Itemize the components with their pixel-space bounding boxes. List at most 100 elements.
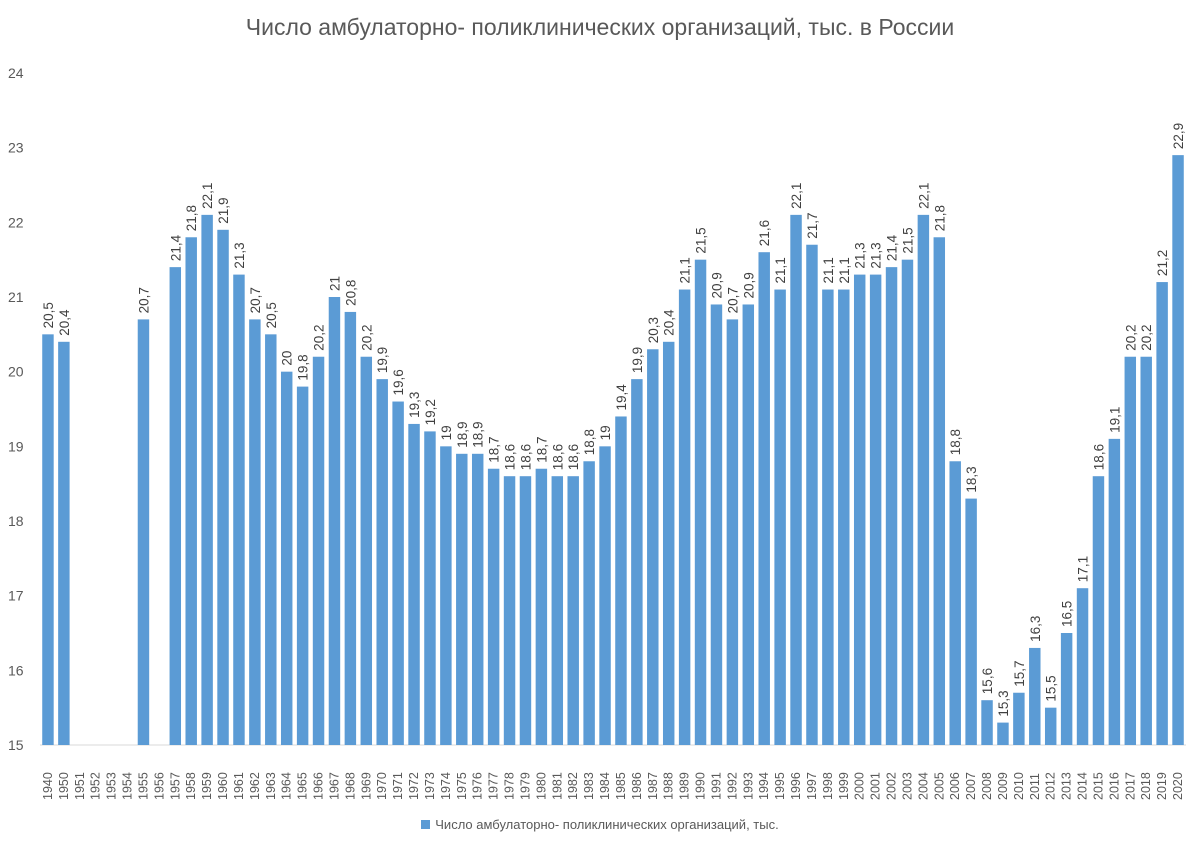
x-tick-label: 1963 — [264, 772, 278, 800]
bar — [1060, 633, 1073, 745]
bar — [647, 349, 659, 745]
bar — [853, 274, 866, 745]
bar — [885, 267, 898, 745]
data-label: 18,6 — [518, 444, 533, 470]
x-tick-label: 1961 — [232, 772, 246, 800]
x-tick-label: 1978 — [503, 772, 517, 800]
bar — [806, 244, 818, 745]
data-label: 19,3 — [407, 392, 422, 418]
y-tick-label: 18 — [8, 513, 24, 529]
data-label: 19,4 — [614, 384, 629, 411]
data-label: 21,5 — [900, 227, 915, 253]
bar — [1076, 588, 1089, 745]
data-label: 19,2 — [423, 399, 438, 425]
legend-swatch — [421, 820, 431, 829]
x-tick-label: 2007 — [964, 772, 978, 800]
data-label: 21,3 — [232, 242, 247, 268]
data-label: 18,3 — [964, 466, 979, 492]
x-tick-label: 1995 — [773, 772, 787, 800]
x-tick-label: 1966 — [312, 772, 326, 800]
x-tick-label: 2005 — [932, 772, 946, 800]
data-label: 18,9 — [471, 422, 486, 448]
x-tick-label: 1992 — [725, 772, 739, 800]
x-tick-label: 1951 — [73, 772, 87, 800]
x-tick-label: 2003 — [900, 772, 914, 800]
bar — [1013, 692, 1025, 745]
bar — [981, 700, 993, 745]
data-label: 18,6 — [1091, 444, 1106, 470]
bar — [233, 274, 245, 745]
x-tick-label: 1958 — [184, 772, 198, 800]
bar — [965, 498, 977, 745]
data-label: 16,3 — [1028, 616, 1043, 642]
bar — [137, 319, 150, 745]
x-tick-label: 2001 — [869, 772, 883, 800]
data-label: 15,3 — [996, 690, 1011, 716]
bar — [408, 423, 420, 745]
data-label: 20,7 — [248, 287, 263, 313]
x-tick-label: 1940 — [41, 772, 55, 800]
y-tick-label: 19 — [8, 438, 24, 454]
bar — [949, 461, 961, 745]
x-tick-label: 1960 — [216, 772, 230, 800]
data-label: 20,5 — [41, 302, 56, 328]
bar — [1156, 282, 1168, 745]
bar — [471, 453, 484, 745]
x-tick-label: 1998 — [821, 772, 835, 800]
x-tick-label: 1987 — [646, 772, 660, 800]
data-label: 20,2 — [1139, 324, 1154, 350]
x-tick-label: 1964 — [280, 772, 294, 800]
x-tick-label: 2015 — [1091, 772, 1105, 800]
chart-title: Число амбулаторно- поликлинических орган… — [245, 14, 955, 40]
data-label: 21,7 — [805, 212, 820, 238]
data-label: 18,8 — [948, 429, 963, 455]
bar — [551, 476, 564, 745]
bar — [678, 289, 691, 745]
bar — [726, 319, 739, 745]
x-tick-label: 1969 — [359, 772, 373, 800]
x-tick-label: 1971 — [391, 772, 405, 800]
x-tick-label: 1957 — [168, 772, 182, 800]
data-label: 21,3 — [853, 242, 868, 268]
x-tick-label: 1952 — [89, 772, 103, 800]
y-tick-label: 21 — [8, 289, 24, 305]
x-tick-label: 1990 — [694, 772, 708, 800]
x-tick-label: 1980 — [534, 772, 548, 800]
bar — [822, 289, 834, 745]
x-tick-label: 1985 — [614, 772, 628, 800]
bar — [583, 461, 595, 745]
bar — [296, 386, 309, 745]
data-label: 21,1 — [678, 257, 693, 283]
bar — [1092, 476, 1105, 745]
bar — [662, 341, 675, 745]
bar — [1108, 438, 1121, 745]
x-tick-label: 2000 — [853, 772, 867, 800]
bar — [710, 304, 723, 745]
data-label: 20,9 — [741, 272, 756, 298]
data-label: 21,2 — [1155, 250, 1170, 276]
y-tick-label: 15 — [8, 737, 24, 753]
y-tick-label: 16 — [8, 662, 24, 678]
x-tick-label: 2018 — [1139, 772, 1153, 800]
data-label: 17,1 — [1076, 556, 1091, 582]
data-label: 21,8 — [184, 205, 199, 231]
data-label: 20,2 — [312, 324, 327, 350]
bar — [599, 446, 611, 745]
data-label: 22,1 — [200, 183, 215, 209]
data-label: 21,4 — [885, 234, 900, 261]
x-tick-label: 1989 — [678, 772, 692, 800]
x-tick-label: 1967 — [327, 772, 341, 800]
bar — [503, 476, 516, 745]
bar — [169, 267, 182, 745]
x-tick-label: 2012 — [1044, 772, 1058, 800]
data-label: 21,5 — [694, 227, 709, 253]
data-label: 21,9 — [216, 198, 231, 224]
data-label: 20,4 — [57, 309, 72, 336]
bar — [1124, 356, 1137, 745]
bar — [249, 319, 261, 745]
legend-label: Число амбулаторно- поликлинических орган… — [435, 817, 779, 832]
bar — [838, 289, 850, 745]
bar — [1044, 707, 1057, 745]
data-label: 19,9 — [375, 347, 390, 373]
